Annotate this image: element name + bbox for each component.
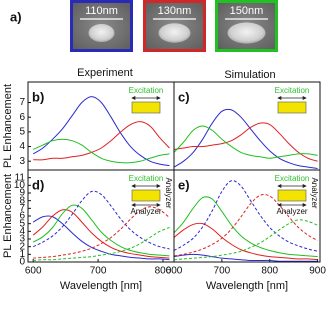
series-group — [174, 108, 318, 170]
y-tick-label: 7 — [19, 97, 25, 108]
sem-image — [70, 0, 133, 52]
inset-label: Excitation — [129, 174, 164, 183]
inset-label: Excitation — [129, 86, 164, 95]
x-tick-label: 900 — [309, 266, 326, 277]
plot-frame — [173, 81, 321, 171]
y-axis-label: PL Enhancement — [2, 84, 14, 168]
nanorod — [131, 101, 161, 114]
series-line — [174, 196, 318, 258]
series-line — [32, 138, 170, 164]
inset-label: Analyzer — [164, 177, 173, 208]
particle — [88, 24, 115, 42]
nanorod — [277, 101, 307, 114]
inset-label: Excitation — [275, 174, 310, 183]
series-line — [174, 108, 318, 170]
panel-label: b) — [32, 89, 44, 104]
panel-label: e) — [178, 177, 190, 192]
series-line — [174, 219, 318, 261]
x-axis-label: Wavelength [nm] — [60, 280, 142, 292]
series-line — [33, 121, 170, 161]
series-line — [33, 227, 170, 261]
y-tick-label: 3 — [19, 234, 25, 245]
panel-label: a) — [10, 9, 22, 24]
y-tick-label: 9 — [19, 188, 25, 199]
scale-label: 130nm — [158, 5, 192, 17]
particle — [227, 22, 266, 44]
panel-label: d) — [32, 177, 44, 192]
nanorod — [277, 189, 307, 202]
x-axis-label: Wavelength [nm] — [206, 280, 288, 292]
series-line — [32, 215, 170, 261]
panel: 3 4 5 6 7 b) PL Enhancement Excitation — [2, 81, 175, 171]
plot-frame — [27, 81, 175, 171]
series-group — [32, 190, 170, 261]
series-line — [33, 206, 170, 259]
y-tick-label: 5 — [19, 218, 25, 229]
y-tick-label: 4 — [19, 141, 25, 152]
series-line — [174, 253, 318, 262]
series-line — [174, 194, 318, 257]
x-tick-label: 600 — [25, 266, 42, 277]
series-line — [32, 204, 170, 257]
particle — [158, 23, 191, 43]
inset-label: Analyzer — [276, 207, 307, 216]
inset-label: Analyzer — [130, 207, 161, 216]
nanorod — [131, 189, 161, 202]
series-line — [174, 125, 318, 159]
series-line — [174, 122, 318, 162]
column-title: Simulation — [224, 69, 275, 81]
scale-label: 150nm — [230, 5, 264, 17]
x-tick-label: 800 — [155, 266, 172, 277]
y-tick-label: 5 — [19, 127, 25, 138]
y-tick-label: 6 — [19, 112, 25, 123]
y-tick-label: 6 — [19, 211, 25, 222]
column-title: Experiment — [77, 67, 133, 79]
y-tick-label: 11 — [15, 172, 26, 183]
inset-label: Excitation — [275, 86, 310, 95]
y-tick-label: 10 — [14, 180, 26, 191]
panel: c) Excitation — [173, 81, 321, 171]
y-tick-label: 1 — [19, 249, 25, 260]
sem-images: 110nm 130nm 150nm — [70, 0, 278, 52]
y-axis-label: PL Enhancement — [2, 174, 14, 258]
x-tick-label: 700 — [214, 266, 231, 277]
series-line — [32, 209, 170, 259]
series-line — [32, 190, 170, 250]
series-line — [174, 222, 318, 261]
y-tick-label: 7 — [19, 203, 25, 214]
inset-label: Analyzer — [310, 177, 319, 208]
x-tick-label: 600 — [166, 266, 183, 277]
y-tick-label: 3 — [19, 156, 25, 167]
scale-label: 110nm — [85, 5, 118, 17]
y-tick-label: 2 — [19, 241, 25, 252]
panel-label: c) — [178, 89, 190, 104]
y-tick-label: 0 — [19, 257, 25, 268]
series-group — [32, 96, 170, 167]
series-line — [32, 96, 170, 167]
x-tick-label: 800 — [261, 266, 278, 277]
series-group — [174, 180, 318, 262]
series-line — [174, 180, 318, 252]
x-tick-label: 700 — [90, 266, 107, 277]
plot-frame — [173, 169, 321, 263]
y-tick-label: 4 — [19, 226, 25, 237]
y-tick-label: 8 — [19, 195, 25, 206]
